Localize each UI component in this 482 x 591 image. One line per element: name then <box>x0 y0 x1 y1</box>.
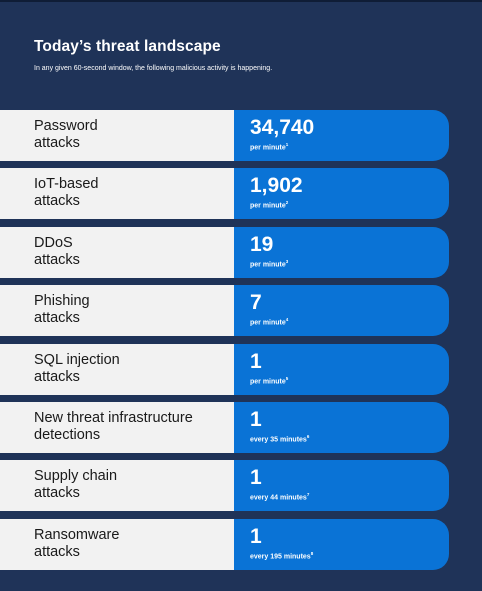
footnote-marker: 6 <box>306 433 310 439</box>
stat-value-box: 1 every 195 minutes8 <box>234 518 449 570</box>
stat-label: Supply chain attacks <box>0 460 234 512</box>
stat-label-line1: New threat infrastructure <box>34 409 193 426</box>
stat-value: 34,740 <box>250 116 315 139</box>
stat-value: 1 <box>250 466 262 490</box>
stat-unit: per minute1 <box>250 140 449 153</box>
stat-row-password: Password attacks 34,740 per minute1 <box>0 110 449 161</box>
stat-label-line2: detections <box>34 426 101 443</box>
stat-label: DDoS attacks <box>0 226 234 278</box>
stat-unit: per minute5 <box>250 374 449 387</box>
top-divider <box>0 0 482 2</box>
stat-unit: per minute3 <box>250 257 449 270</box>
stat-value-box: 1 every 35 minutes6 <box>234 401 449 453</box>
stat-unit-text: per minute <box>250 377 286 385</box>
stat-label: SQL injection attacks <box>0 343 234 395</box>
footnote-marker: 5 <box>285 375 289 381</box>
stat-value: 7 <box>250 291 262 315</box>
footnote-marker: 8 <box>310 550 314 556</box>
stat-unit-text: every 195 minutes <box>250 553 311 561</box>
stat-unit-text: per minute <box>250 261 286 269</box>
stat-label: IoT-based attacks <box>0 168 234 220</box>
stat-label-line1: Supply chain <box>34 468 118 485</box>
stat-label: Ransomware attacks <box>0 518 234 570</box>
stat-unit: per minute4 <box>250 315 449 328</box>
page-subtitle: In any given 60-second window, the follo… <box>34 65 273 72</box>
stat-value: 1 <box>250 524 262 548</box>
stat-value: 1 <box>250 349 262 373</box>
stat-unit-text: per minute <box>250 144 286 152</box>
stat-label-line1: DDoS <box>34 234 73 251</box>
stat-value-box: 19 per minute3 <box>234 226 449 278</box>
stat-unit-text: every 35 minutes <box>250 436 307 444</box>
footnote-marker: 7 <box>306 492 310 498</box>
stat-value-box: 7 per minute4 <box>234 285 449 337</box>
stat-label-line2: attacks <box>34 251 80 268</box>
stat-row-iot: IoT-based attacks 1,902 per minute2 <box>0 168 449 220</box>
stat-label-line2: attacks <box>34 543 80 560</box>
stat-label-line1: SQL injection <box>34 351 120 368</box>
footnote-marker: 2 <box>285 200 289 206</box>
stat-label-line2: attacks <box>34 368 80 385</box>
stat-value-box: 1 every 44 minutes7 <box>234 460 449 512</box>
stat-label: Phishing attacks <box>0 285 234 337</box>
footnote-marker: 1 <box>285 142 289 147</box>
stat-row-sql-injection: SQL injection attacks 1 per minute5 <box>0 343 449 395</box>
stat-unit: every 195 minutes8 <box>250 549 449 562</box>
stat-row-threat-infrastructure: New threat infrastructure detections 1 e… <box>0 401 449 453</box>
stat-row-ddos: DDoS attacks 19 per minute3 <box>0 226 449 278</box>
stat-unit-text: per minute <box>250 202 286 210</box>
stat-label-line2: attacks <box>34 485 80 502</box>
stat-unit-text: every 44 minutes <box>250 494 307 502</box>
stat-label-line1: Ransomware <box>34 526 120 543</box>
stat-label-line1: Phishing <box>34 293 90 310</box>
stat-value: 1,902 <box>250 174 303 198</box>
stat-unit: every 35 minutes6 <box>250 432 449 445</box>
stat-label-line2: attacks <box>34 193 80 210</box>
stat-unit: per minute2 <box>250 198 449 211</box>
footnote-marker: 4 <box>285 317 289 323</box>
stat-label-line2: attacks <box>34 135 80 151</box>
stat-unit-text: per minute <box>250 319 286 327</box>
stat-row-supply-chain: Supply chain attacks 1 every 44 minutes7 <box>0 460 449 512</box>
threat-stats-list: Password attacks 34,740 per minute1 IoT-… <box>0 110 449 577</box>
stat-label: Password attacks <box>0 110 234 161</box>
stat-value-box: 1,902 per minute2 <box>234 168 449 220</box>
stat-label-line1: Password <box>34 118 98 134</box>
stat-row-phishing: Phishing attacks 7 per minute4 <box>0 285 449 337</box>
stat-label: New threat infrastructure detections <box>0 401 234 453</box>
stat-value-box: 1 per minute5 <box>234 343 449 395</box>
page-title: Today’s threat landscape <box>34 38 221 55</box>
stat-unit: every 44 minutes7 <box>250 490 449 503</box>
stat-row-ransomware: Ransomware attacks 1 every 195 minutes8 <box>0 518 449 570</box>
stat-label-line2: attacks <box>34 310 80 327</box>
stat-label-line1: IoT-based <box>34 176 99 193</box>
stat-value-box: 34,740 per minute1 <box>234 110 449 161</box>
stat-value: 1 <box>250 407 262 431</box>
footnote-marker: 3 <box>285 258 289 264</box>
stat-value: 19 <box>250 232 274 256</box>
